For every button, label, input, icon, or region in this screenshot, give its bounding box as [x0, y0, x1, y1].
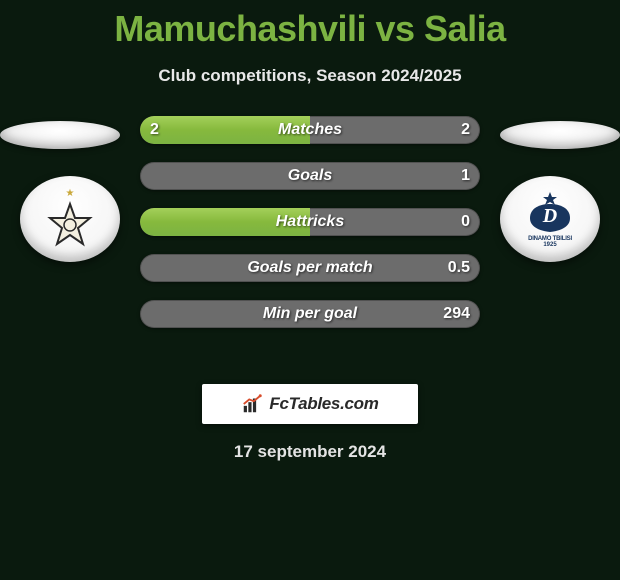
- stat-label: Goals per match: [140, 254, 480, 282]
- stat-bar: Min per goal294: [140, 300, 480, 328]
- comparison-stage: ★ D DINAMO TBILISI 1925 2Matches2 Goals1 H…: [0, 116, 620, 376]
- left-team-badge: ★: [20, 176, 120, 262]
- dinamo-crest-icon: D: [522, 190, 578, 234]
- stat-label: Matches: [140, 116, 480, 144]
- dinamo-letter: D: [542, 205, 557, 227]
- stat-bar: Goals1: [140, 162, 480, 190]
- stat-label: Goals: [140, 162, 480, 190]
- stat-label: Min per goal: [140, 300, 480, 328]
- stat-right-value: 294: [443, 300, 470, 328]
- stat-bar: 2Matches2: [140, 116, 480, 144]
- footer-date: 17 september 2024: [0, 442, 620, 462]
- stat-bar: Goals per match0.5: [140, 254, 480, 282]
- left-pedestal: [0, 121, 120, 149]
- branding-box: FcTables.com: [202, 384, 418, 424]
- stat-label: Hattricks: [140, 208, 480, 236]
- right-team-year: 1925: [543, 242, 556, 248]
- stat-bar: Hattricks0: [140, 208, 480, 236]
- stat-bars: 2Matches2 Goals1 Hattricks0 Goals per match…: [140, 116, 480, 346]
- chart-icon: [241, 393, 263, 415]
- page-subtitle: Club competitions, Season 2024/2025: [0, 66, 620, 86]
- stat-right-value: 2: [461, 116, 470, 144]
- stat-right-value: 0.5: [448, 254, 470, 282]
- stat-right-value: 0: [461, 208, 470, 236]
- right-team-badge: D DINAMO TBILISI 1925: [500, 176, 600, 262]
- page-title: Mamuchashvili vs Salia: [0, 0, 620, 50]
- right-pedestal: [500, 121, 620, 149]
- star-icon: ★: [66, 188, 75, 199]
- sheriff-crest-icon: [45, 201, 95, 251]
- stat-right-value: 1: [461, 162, 470, 190]
- branding-text: FcTables.com: [269, 394, 378, 414]
